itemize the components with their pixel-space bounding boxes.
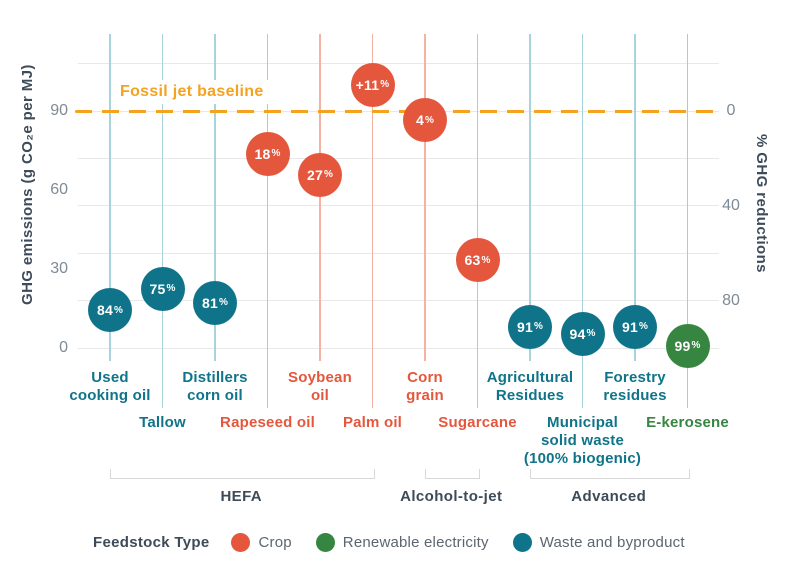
right-axis-tick-0: 0	[726, 102, 736, 119]
bubble-corn-grain: 4%	[403, 98, 447, 143]
legend-item-label: Renewable electricity	[342, 534, 489, 551]
bubble-agricultural-residues: 91%	[508, 304, 552, 349]
right-axis-tick-40: 40	[722, 196, 740, 214]
feedstock-label-distillers-corn-oil: Distillers corn oil	[182, 369, 248, 404]
column-line-rapeseed-oil	[266, 34, 269, 408]
bubble-soybean-oil: 27%	[298, 152, 342, 197]
fossil-jet-baseline-label: Fossil jet baseline	[116, 80, 274, 104]
group-label-hefa: HEFA	[220, 488, 263, 505]
feedstock-label-municipal-solid-waste-100-biogenic: Municipal solid waste (100% biogenic)	[523, 414, 642, 467]
gridline	[78, 63, 719, 65]
bubble-forestry-residues: 91%	[613, 304, 657, 349]
group-bracket-advanced	[530, 469, 690, 479]
feedstock-label-corn-grain: Corn grain	[406, 369, 444, 404]
feedstock-label-used-cooking-oil: Used cooking oil	[69, 369, 151, 404]
right-axis-tick-80: 80	[722, 291, 740, 309]
bubble-e-kerosene: 99%	[665, 323, 710, 368]
legend-item-label: Crop	[258, 534, 292, 551]
gridline	[78, 300, 719, 302]
feedstock-label-forestry-residues: Forestry residues	[603, 369, 667, 404]
legend-title: Feedstock Type	[93, 534, 210, 551]
gridline	[78, 205, 719, 207]
left-axis-tick-0: 0	[59, 339, 68, 356]
left-axis-tick-60: 60	[50, 181, 68, 198]
bubble-rapeseed-oil: 18%	[245, 131, 290, 176]
column-line-distillers-corn-oil	[214, 34, 216, 361]
gridline	[78, 347, 719, 349]
column-line-sugarcane	[476, 34, 479, 408]
group-label-alcohol-to-jet: Alcohol-to-jet	[400, 488, 503, 505]
column-line-used-cooking-oil	[109, 34, 111, 361]
left-axis-title: GHG emissions (g CO₂e per MJ)	[19, 64, 36, 305]
left-axis-tick-90: 90	[50, 102, 68, 119]
feedstock-label-tallow: Tallow	[139, 414, 186, 431]
column-line-agricultural-residues	[529, 34, 531, 361]
bubble-sugarcane: 63%	[455, 238, 500, 283]
bubble-tallow: 75%	[140, 266, 185, 311]
feedstock-label-palm-oil: Palm oil	[342, 414, 403, 431]
legend-item-label: Waste and byproduct	[539, 534, 685, 551]
column-line-corn-grain	[424, 34, 426, 361]
group-label-advanced: Advanced	[571, 488, 647, 505]
gridline	[78, 157, 719, 159]
crop-dot-icon	[231, 533, 251, 552]
feedstock-label-e-kerosene: E-kerosene	[646, 414, 729, 431]
legend-item-crop: Crop	[231, 533, 292, 552]
feedstock-label-agricultural-residues: Agricultural Residues	[486, 369, 574, 404]
column-line-palm-oil	[371, 34, 374, 408]
left-axis-tick-30: 30	[50, 260, 68, 277]
column-line-municipal-solid-waste-100-biogenic	[581, 34, 584, 408]
right-axis-title: % GHG reductions	[753, 134, 770, 273]
legend-item-renewable-electricity: Renewable electricity	[315, 533, 489, 552]
column-line-e-kerosene	[686, 34, 689, 408]
group-bracket-hefa	[110, 469, 375, 479]
feedstock-label-rapeseed-oil: Rapeseed oil	[220, 414, 315, 431]
bubble-distillers-corn-oil: 81%	[193, 280, 237, 325]
legend-item-waste-and-byproduct: Waste and byproduct	[512, 533, 685, 552]
column-line-tallow	[161, 34, 164, 408]
bubble-used-cooking-oil: 84%	[88, 288, 132, 333]
fossil-jet-baseline-line	[75, 109, 718, 113]
waste-and-byproduct-dot-icon	[512, 533, 532, 552]
feedstock-label-soybean-oil: Soybean oil	[288, 369, 352, 404]
column-line-soybean-oil	[319, 34, 321, 361]
bubble-palm-oil: +11%	[350, 62, 395, 107]
bubble-municipal-solid-waste-100-biogenic: 94%	[560, 311, 605, 356]
group-bracket-alcohol-to-jet	[425, 469, 480, 479]
gridline	[78, 252, 719, 254]
feedstock-label-sugarcane: Sugarcane	[438, 414, 517, 431]
column-line-forestry-residues	[634, 34, 636, 361]
renewable-electricity-dot-icon	[315, 533, 335, 552]
legend: Feedstock Type Crop Renewable electricit…	[93, 533, 709, 552]
